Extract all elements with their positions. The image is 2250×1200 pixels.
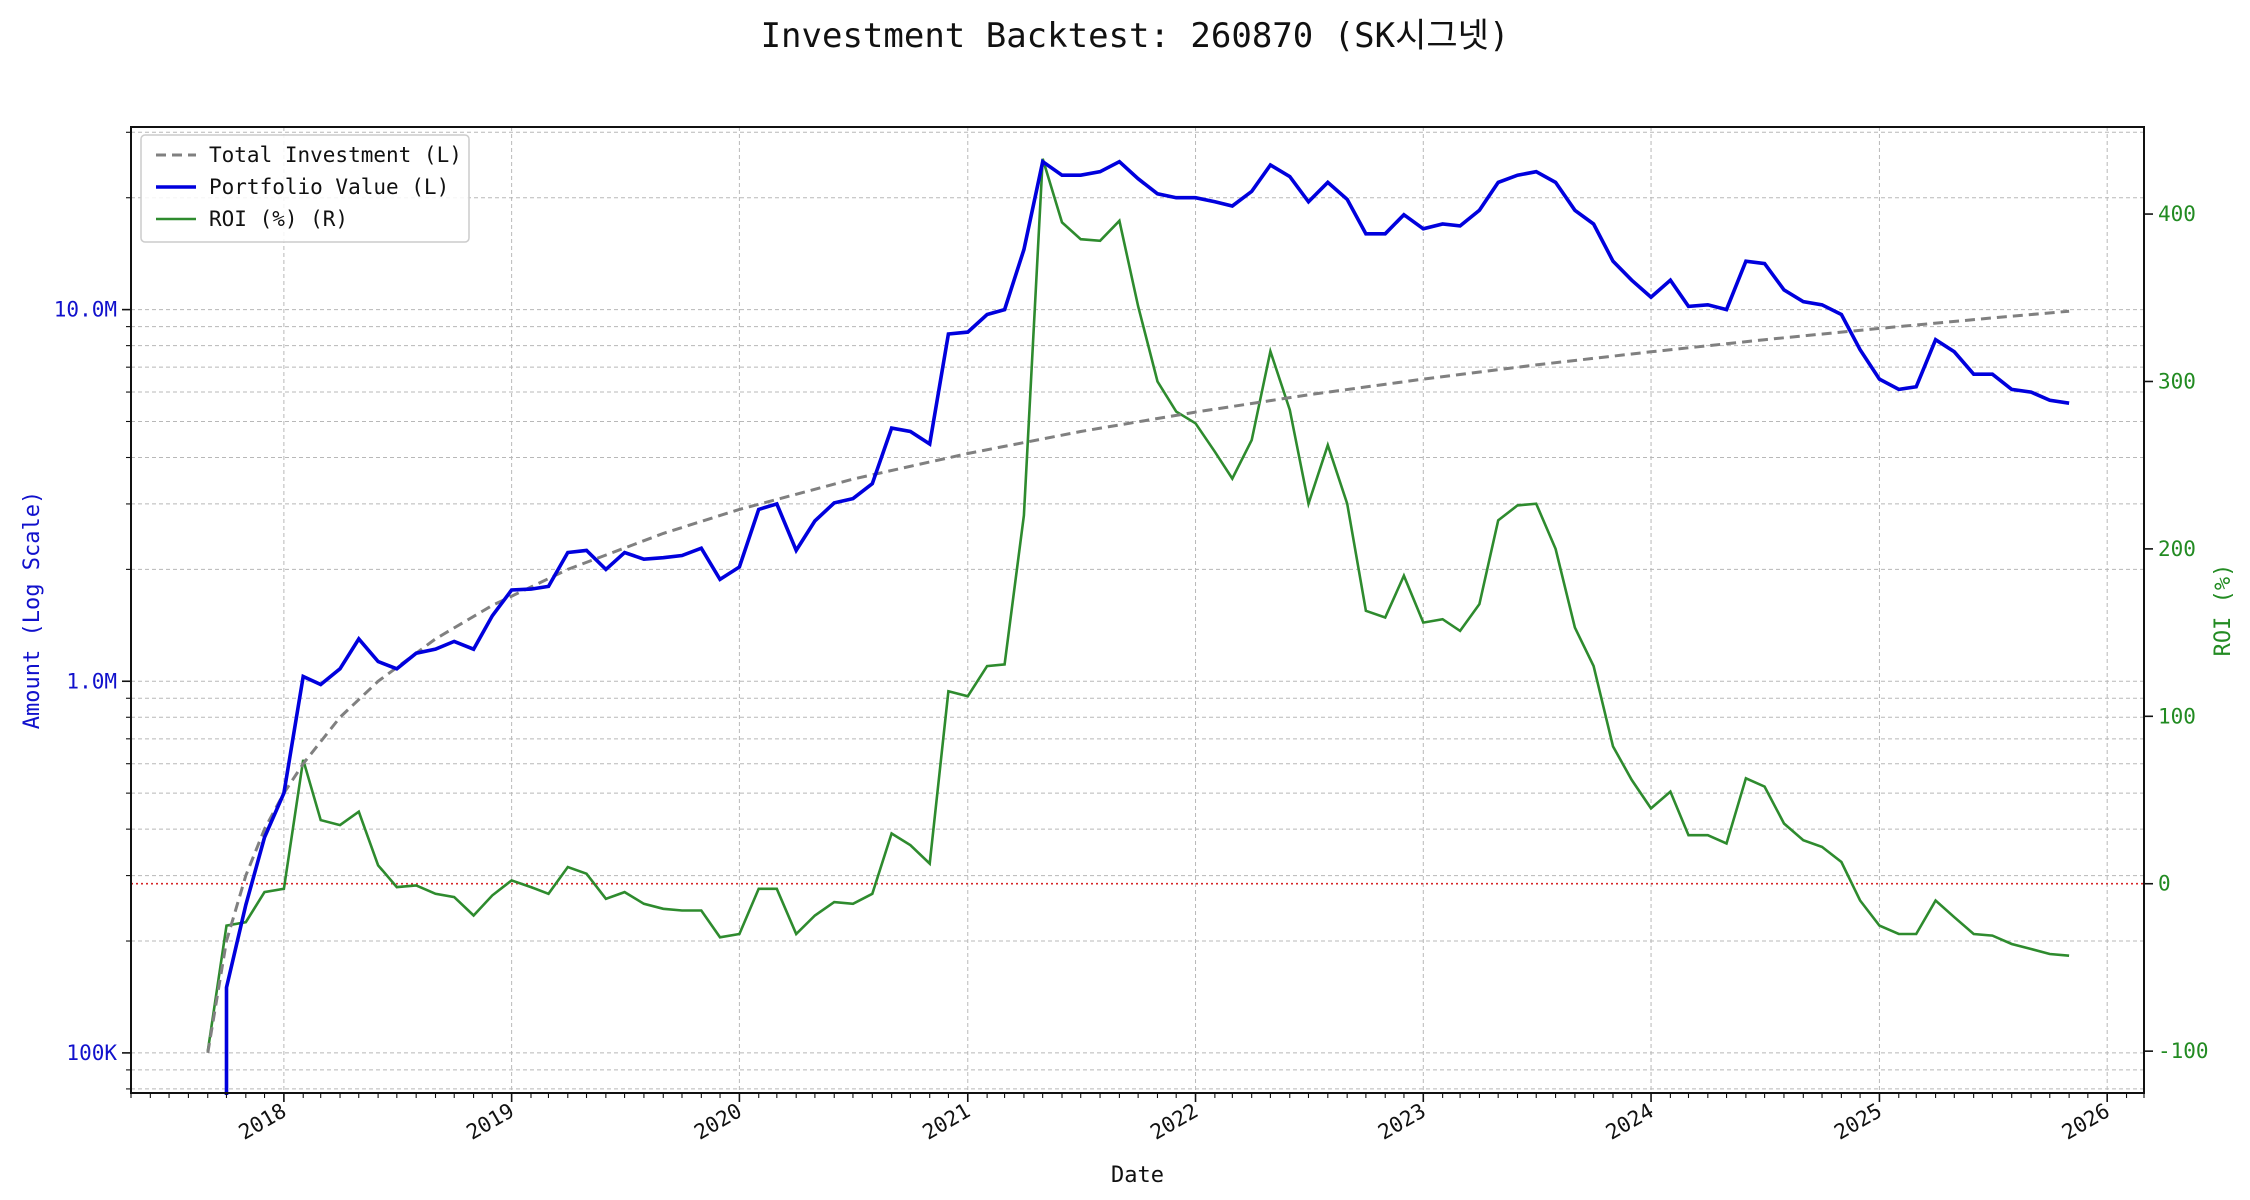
plot-frame xyxy=(130,126,2145,1094)
legend-label-portfolio: Portfolio Value (L) xyxy=(209,175,449,199)
right-tick-label: 300 xyxy=(2158,369,2196,393)
x-tick-label: 2025 xyxy=(1830,1099,1886,1145)
total-investment-line xyxy=(206,309,2070,1054)
left-y-axis: 100K 1.0M 10.0M xyxy=(54,131,131,1090)
portfolio-value-line xyxy=(224,158,2070,1095)
right-tick-label: 100 xyxy=(2158,704,2196,728)
right-tick-label: -100 xyxy=(2158,1039,2209,1063)
x-tick-label: 2023 xyxy=(1374,1099,1430,1145)
x-tick-label: 2022 xyxy=(1146,1099,1202,1145)
right-tick-label: 200 xyxy=(2158,537,2196,561)
legend: Total Investment (L) Portfolio Value (L)… xyxy=(140,134,470,243)
x-tick-label: 2018 xyxy=(235,1099,291,1145)
right-y-axis: -100 0 100 200 300 400 xyxy=(2144,202,2209,1063)
legend-label-roi: ROI (%) (R) xyxy=(209,207,348,231)
x-tick-label: 2020 xyxy=(690,1099,746,1145)
left-tick-label: 1.0M xyxy=(66,669,117,693)
x-tick-label: 2019 xyxy=(462,1099,518,1145)
right-tick-label: 0 xyxy=(2158,872,2171,896)
x-axis: 2018 2019 2020 2021 2022 2023 2024 2025 2026 xyxy=(130,1093,2145,1145)
series-layer xyxy=(206,158,2070,1095)
x-tick-label: 2021 xyxy=(918,1099,974,1145)
x-tick-label: 2024 xyxy=(1602,1099,1658,1145)
roi-line xyxy=(206,158,2070,1052)
right-axis-label: ROI (%) xyxy=(2211,564,2236,657)
left-tick-label: 10.0M xyxy=(54,298,117,322)
right-tick-label: 400 xyxy=(2158,202,2196,226)
legend-label-investment: Total Investment (L) xyxy=(209,143,462,167)
left-tick-label: 100K xyxy=(66,1041,117,1065)
x-tick-label: 2026 xyxy=(2058,1099,2114,1145)
grid-lines xyxy=(131,127,2144,1093)
chart-title: Investment Backtest: 260870 (SK시그넷) xyxy=(761,16,1510,56)
legend-box xyxy=(140,134,470,243)
left-axis-label: Amount (Log Scale) xyxy=(20,491,45,729)
x-axis-label: Date xyxy=(1111,1163,1164,1188)
